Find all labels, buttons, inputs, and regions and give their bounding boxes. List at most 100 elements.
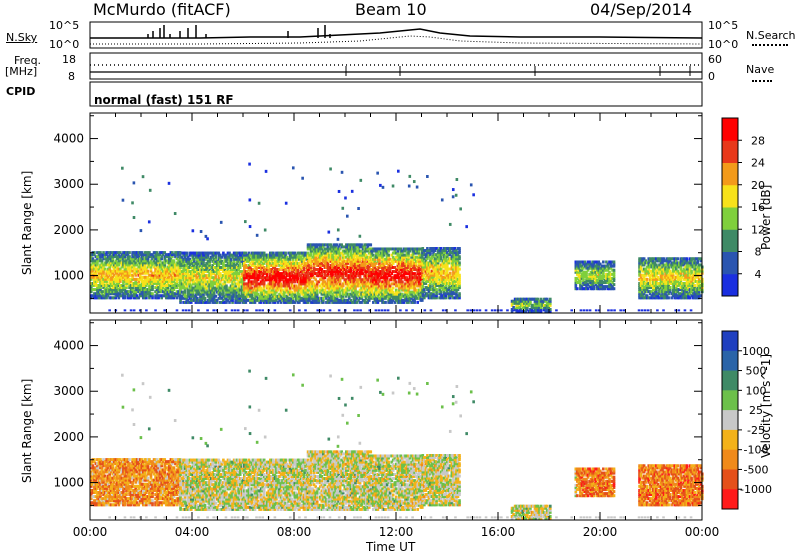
heat-cell xyxy=(131,261,134,265)
heat-cell xyxy=(532,297,535,301)
heat-cell xyxy=(252,282,255,286)
heat-cell xyxy=(103,257,107,261)
heat-cell xyxy=(217,265,221,269)
heat-cell xyxy=(417,274,421,278)
heat-cell xyxy=(149,286,153,290)
heat-cell xyxy=(96,267,99,271)
heat-cell xyxy=(183,251,187,255)
heat-cell xyxy=(247,265,251,269)
heat-cell xyxy=(335,263,339,267)
heat-cell xyxy=(407,296,410,300)
heat-cell xyxy=(298,274,301,278)
heat-cell xyxy=(456,288,460,292)
heat-cell xyxy=(354,263,357,267)
heat-cell xyxy=(458,277,461,281)
heat-cell xyxy=(180,270,184,274)
heat-cell xyxy=(93,259,96,263)
heat-cell xyxy=(345,247,348,251)
heat-cell xyxy=(226,261,230,265)
heat-cell xyxy=(223,265,227,269)
heat-cell xyxy=(228,272,231,276)
heat-cell xyxy=(255,282,258,286)
heat-cell xyxy=(256,265,260,269)
heat-cell xyxy=(168,269,171,273)
heat-cell xyxy=(396,292,400,296)
heat-cell xyxy=(379,276,383,280)
heat-cell xyxy=(240,286,244,290)
heat-cell xyxy=(398,247,401,251)
heat-cell xyxy=(200,253,204,257)
heat-cell xyxy=(182,259,185,263)
heat-cell xyxy=(343,259,347,263)
heat-cell xyxy=(335,276,339,280)
heat-cell xyxy=(217,270,221,274)
heat-cell xyxy=(458,279,461,283)
heat-cell xyxy=(188,261,192,265)
heat-cell xyxy=(348,286,351,290)
heat-cell xyxy=(265,268,269,272)
heat-cell xyxy=(270,274,274,278)
heat-cell xyxy=(346,251,350,255)
heat-cell xyxy=(351,300,354,304)
heat-cell xyxy=(296,276,300,280)
heat-cell xyxy=(137,273,141,277)
heat-cell xyxy=(259,292,263,296)
heat-cell xyxy=(346,243,350,247)
heat-cell xyxy=(212,272,216,276)
heat-cell xyxy=(449,251,452,255)
heat-cell xyxy=(267,276,271,280)
heat-cell xyxy=(231,276,234,280)
heat-cell xyxy=(226,251,230,255)
heat-cell xyxy=(112,261,116,265)
heat-cell xyxy=(385,265,389,269)
heat-cell xyxy=(309,265,313,269)
heat-cell xyxy=(405,272,409,276)
heat-cell xyxy=(447,286,451,290)
heat-cell xyxy=(100,277,104,281)
heat-cell xyxy=(410,280,413,284)
heat-cell xyxy=(298,296,301,300)
heat-cell xyxy=(438,259,441,263)
heat-cell xyxy=(401,294,404,298)
heat-cell xyxy=(193,298,196,302)
heat-cell xyxy=(205,270,208,274)
heat-cell xyxy=(529,297,532,301)
heat-cell xyxy=(387,282,390,286)
heat-cell xyxy=(247,268,251,272)
heat-cell xyxy=(456,284,460,288)
heat-cell xyxy=(334,282,337,286)
heat-cell xyxy=(396,268,400,272)
heat-cell xyxy=(346,257,350,261)
heat-cell xyxy=(320,245,324,249)
heat-cell xyxy=(128,277,131,281)
heat-cell xyxy=(256,276,260,280)
heat-cell xyxy=(320,300,324,304)
heat-cell xyxy=(91,253,95,257)
heat-cell xyxy=(391,292,395,296)
heat-cell xyxy=(143,251,147,255)
heat-cell xyxy=(111,275,115,279)
heat-cell xyxy=(290,261,294,265)
heat-cell xyxy=(185,270,188,274)
heat-cell xyxy=(444,294,448,298)
heat-cell xyxy=(191,280,195,284)
heat-cell xyxy=(382,268,386,272)
heat-cell xyxy=(326,286,330,290)
heat-cell xyxy=(231,282,234,286)
heat-cell xyxy=(433,261,437,265)
heat-cell xyxy=(296,261,300,265)
heat-cell xyxy=(112,290,116,294)
heat-cell xyxy=(293,268,297,272)
heat-cell xyxy=(387,272,390,276)
heat-cell xyxy=(331,261,334,265)
heat-cell xyxy=(209,282,213,286)
heat-cell xyxy=(200,278,204,282)
heat-cell xyxy=(117,281,121,285)
heat-cell xyxy=(325,294,328,298)
heat-cell xyxy=(302,298,306,302)
heat-cell xyxy=(433,279,437,283)
heat-cell xyxy=(337,257,340,261)
heat-cell xyxy=(312,249,316,253)
heat-cell xyxy=(427,269,431,273)
heat-cell xyxy=(320,243,324,247)
